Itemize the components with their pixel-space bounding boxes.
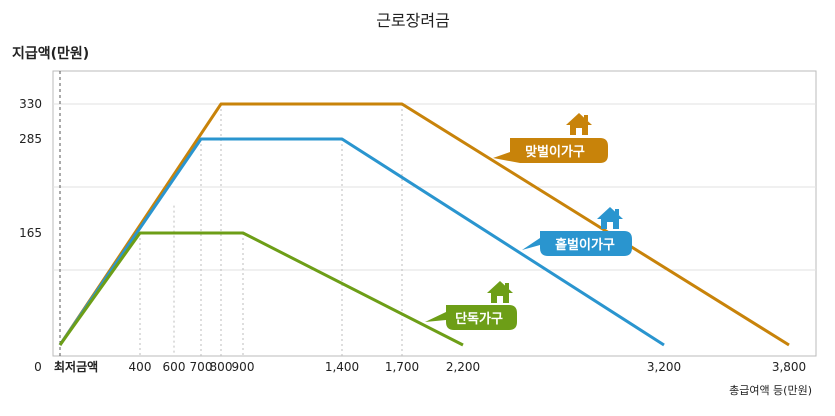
house-icon [597, 207, 623, 229]
y-tick-label: 165 [19, 226, 42, 240]
x-tick-label: 600 [163, 360, 186, 374]
x-tick-label: 700 [190, 360, 213, 374]
series-line [58, 231, 464, 347]
series-line [58, 137, 665, 347]
x-tick-label: 1,700 [385, 360, 419, 374]
chart-title: 근로장려금 [376, 11, 450, 30]
house-icon [487, 281, 513, 303]
series-line [58, 102, 790, 347]
y-axis-label: 지급액(만원) [12, 45, 89, 62]
label-single-household: 단독가구 [425, 281, 517, 330]
series-label: 단독가구 [455, 311, 503, 327]
x-tick-label: 1,400 [325, 360, 359, 374]
series-label: 맞벌이가구 [525, 144, 585, 160]
series-label: 홑벌이가구 [555, 237, 615, 253]
min-wage-label: 최저금액 [54, 359, 98, 374]
x-tick-label: 400 [129, 360, 152, 374]
zero-label: 0 [34, 360, 42, 374]
x-tick-label: 800 [210, 360, 233, 374]
x-tick-label: 2,200 [446, 360, 480, 374]
y-tick-label: 285 [19, 132, 42, 146]
x-tick-label: 3,200 [647, 360, 681, 374]
x-axis-label: 총급여액 등(만원) [729, 384, 812, 397]
label-dual-earner: 맞벌이가구 [493, 113, 608, 163]
y-tick-label: 330 [19, 97, 42, 111]
plot-area [52, 70, 817, 357]
house-icon [566, 113, 592, 135]
x-tick-label: 900 [232, 360, 255, 374]
x-tick-label: 3,800 [772, 360, 806, 374]
label-single-earner: 홑벌이가구 [522, 207, 632, 256]
